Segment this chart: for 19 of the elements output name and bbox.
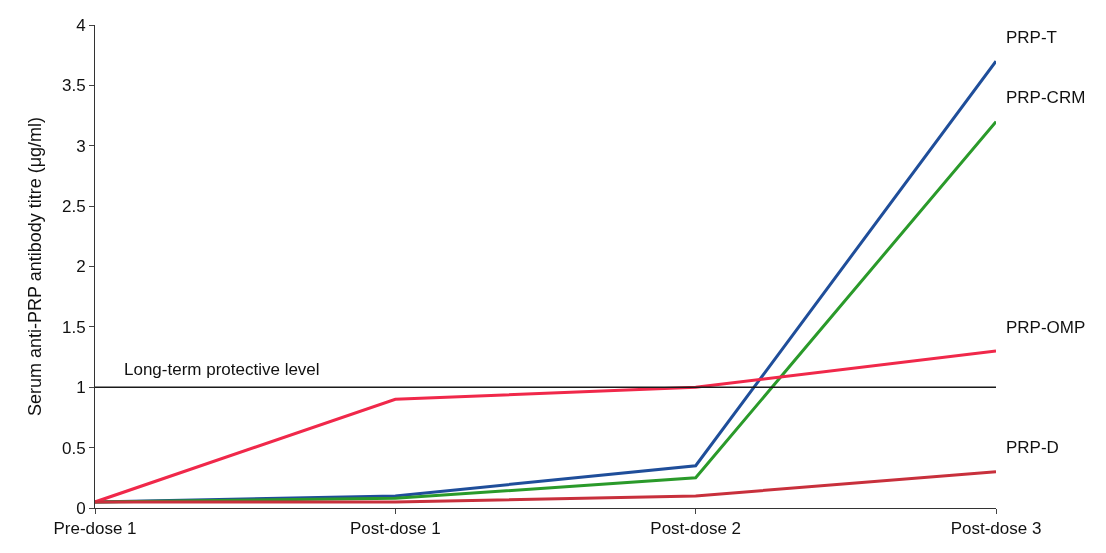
y-tick-label: 0	[76, 498, 86, 518]
y-axis-title: Serum anti-PRP antibody titre (μg/ml)	[25, 116, 46, 417]
series-label: PRP-T	[1006, 28, 1057, 47]
y-tick-label: 3.5	[61, 76, 86, 96]
x-tick-label: Post-dose 2	[650, 519, 742, 539]
series-label: PRP-CRM	[1006, 88, 1086, 107]
y-tick-label: 4	[76, 15, 86, 35]
series-label: PRP-OMP	[1006, 318, 1086, 337]
y-tick-label: 0.5	[61, 438, 86, 458]
x-tick-label: Post-dose 1	[349, 519, 441, 539]
y-tick-label: 3	[76, 136, 86, 156]
x-tick-label: Post-dose 3	[950, 519, 1042, 539]
ref-line-label: Long-term protective level	[124, 360, 320, 379]
x-tick-label: Pre-dose 1	[53, 519, 137, 539]
y-tick-label: 1	[76, 378, 86, 398]
y-tick-label: 2	[76, 257, 86, 277]
y-tick-label: 2.5	[61, 197, 86, 217]
y-tick-label: 1.5	[61, 317, 86, 337]
series-label: PRP-D	[1006, 438, 1059, 457]
